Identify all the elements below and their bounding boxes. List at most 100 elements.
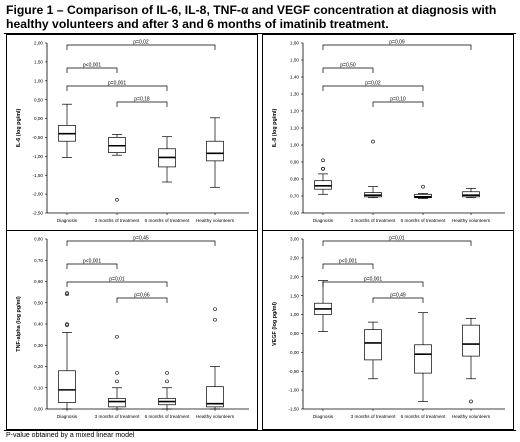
y-tick-label: 1,10	[290, 126, 299, 131]
significance-bracket	[322, 44, 472, 50]
x-tick-label: 6 months of treatment	[401, 414, 446, 419]
y-tick-label: 1,30	[290, 92, 299, 97]
box	[58, 370, 76, 403]
p-value-label: p=0,001	[364, 277, 382, 283]
p-value-label: p=0,02	[133, 40, 149, 46]
significance-bracket	[66, 85, 168, 91]
y-tick-label: 1,00	[34, 78, 43, 83]
box	[206, 386, 224, 408]
y-tick-label: -1,00	[289, 388, 300, 393]
box	[462, 191, 480, 198]
outlier-point	[469, 399, 473, 404]
significance-bracket	[66, 67, 118, 73]
y-tick-label: 0,50	[34, 97, 43, 102]
p-value-label: p=0,18	[134, 97, 150, 103]
chart-panel-il6: 2,00 1,50 1,00 0,50 0,00 -0,50 -1,00 -1,50 -2,00…	[6, 34, 258, 234]
boxplot-vegf: 3,00 2,50 2,00 1,50 1,00 0,50 0,00 -0,50 -1,00 -1…	[272, 236, 505, 419]
outlier-point	[165, 371, 169, 375]
chart-panel-il8: 1,60 1,50 1,40 1,30 1,20 1,10 1,00 0,90 0,80 0,70…	[262, 34, 514, 234]
box	[414, 193, 432, 199]
x-tick-label: 6 months of treatment	[401, 218, 446, 223]
outlier-point	[165, 379, 169, 384]
y-tick-label: 3,00	[290, 237, 299, 242]
significance-bracket	[66, 281, 168, 287]
y-tick-label: 0,00	[34, 407, 43, 412]
title-rule	[4, 33, 516, 34]
x-tick-label: Diagnosis	[57, 218, 78, 223]
chart-panel-vegf: 3,00 2,50 2,00 1,50 1,00 0,50 0,00 -0,50 -1,00 -1…	[262, 230, 514, 430]
outlier-point	[213, 317, 217, 322]
boxplot-il8: 1,60 1,50 1,40 1,30 1,20 1,10 1,00 0,90 0,80 0,70…	[272, 40, 505, 223]
y-tick-label: 0,80	[34, 237, 43, 242]
p-value-label: p=0,49	[390, 293, 406, 299]
outlier-point	[421, 184, 425, 189]
box	[414, 344, 432, 374]
y-tick-label: -2,50	[33, 211, 44, 216]
y-tick-label: 0,70	[34, 258, 43, 263]
p-value-label: p=0,10	[390, 97, 406, 103]
boxplot-tnf: 0,80 0,70 0,60 0,50 0,40 0,30 0,20 0,10 0,00 TNF-…	[16, 236, 249, 419]
y-tick-label: -0,50	[289, 369, 300, 374]
outlier-point	[115, 197, 119, 202]
y-tick-label: 1,50	[290, 58, 299, 63]
x-tick-label: Healthy volunteers	[452, 218, 491, 223]
outlier-point	[65, 292, 69, 297]
y-axis-label: TNF-alpha (log pg/ml)	[16, 296, 22, 352]
y-tick-label: 2,50	[290, 255, 299, 260]
y-tick-label: -1,00	[33, 154, 44, 159]
y-tick-label: 0,40	[34, 322, 43, 327]
chart-panel-tnf: 0,80 0,70 0,60 0,50 0,40 0,30 0,20 0,10 0,00 TNF-…	[6, 230, 258, 430]
y-tick-label: 2,00	[290, 274, 299, 279]
y-axis-label: VEGF (log pg/ml)	[272, 302, 278, 346]
y-tick-label: -1,50	[33, 173, 44, 178]
box	[108, 398, 126, 408]
significance-bracket	[66, 44, 216, 50]
y-axis-label: IL-8 (log pg/ml)	[272, 108, 278, 147]
significance-bracket	[116, 297, 168, 303]
x-tick-label: 3 months of treatment	[95, 218, 140, 223]
y-tick-label: 1,00	[290, 143, 299, 148]
footer-rule	[4, 430, 516, 431]
y-tick-label: 1,50	[34, 59, 43, 64]
p-value-label: p=0,01	[389, 236, 405, 242]
significance-bracket	[66, 263, 118, 269]
y-tick-label: 0,50	[34, 300, 43, 305]
x-tick-label: 3 months of treatment	[95, 414, 140, 419]
p-value-label: p=0,66	[134, 293, 150, 299]
outlier-point	[371, 139, 375, 144]
x-tick-label: Diagnosis	[313, 218, 334, 223]
boxplot-il6: 2,00 1,50 1,00 0,50 0,00 -0,50 -1,00 -1,50 -2,00…	[16, 40, 249, 223]
x-tick-label: Diagnosis	[57, 414, 78, 419]
box	[206, 140, 224, 162]
outlier-point	[65, 323, 69, 327]
p-value-label: p<0,001	[339, 259, 357, 265]
x-tick-label: 6 months of treatment	[145, 414, 190, 419]
x-tick-label: 3 months of treatment	[351, 218, 396, 223]
x-tick-label: 6 months of treatment	[145, 218, 190, 223]
y-tick-label: 0,50	[290, 331, 299, 336]
x-tick-label: Diagnosis	[313, 414, 334, 419]
significance-bracket	[116, 101, 168, 107]
y-tick-label: 0,10	[34, 385, 43, 390]
outlier-point	[115, 334, 119, 339]
outlier-point	[321, 167, 325, 171]
outlier-point	[321, 158, 325, 163]
outlier-point	[65, 291, 69, 295]
y-tick-label: 0,70	[290, 194, 299, 199]
outlier-point	[213, 307, 217, 311]
significance-bracket	[372, 101, 424, 107]
y-tick-label: 1,60	[290, 41, 299, 46]
significance-bracket	[372, 297, 424, 303]
y-axis-label: IL-6 (log pg/ml)	[16, 108, 22, 147]
y-tick-label: 1,40	[290, 75, 299, 80]
y-tick-label: 0,90	[290, 160, 299, 165]
outlier-point	[115, 379, 119, 384]
p-value-label: p=0,02	[365, 81, 381, 87]
significance-bracket	[322, 263, 374, 269]
p-value-label: p=0,001	[108, 81, 126, 87]
x-tick-label: Healthy volunteers	[452, 414, 491, 419]
y-tick-label: 1,20	[290, 109, 299, 114]
y-tick-label: -0,50	[33, 135, 44, 140]
y-tick-label: 0,60	[34, 279, 43, 284]
significance-bracket	[322, 85, 424, 91]
